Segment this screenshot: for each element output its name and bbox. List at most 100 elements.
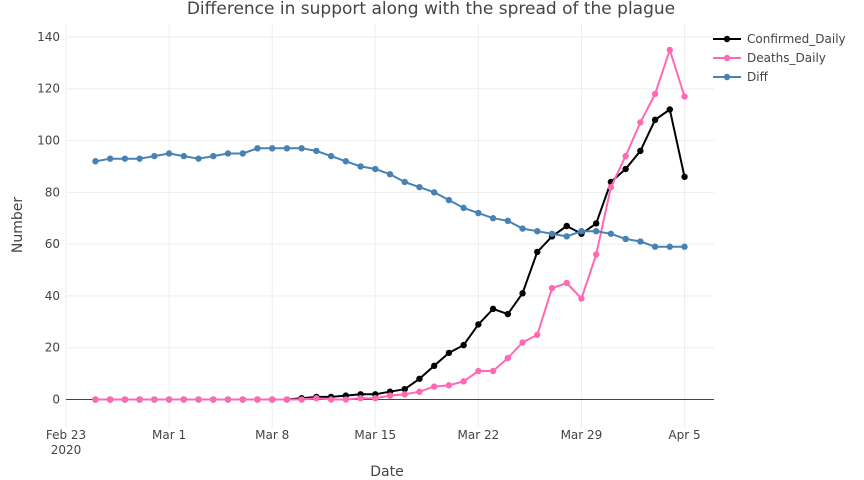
deaths-daily-point <box>254 396 261 403</box>
legend-label: Deaths_Daily <box>747 51 826 65</box>
deaths-daily-point <box>548 284 556 292</box>
legend-swatch-marker <box>723 35 731 43</box>
deaths-daily-point <box>534 331 541 338</box>
deaths-daily-point <box>489 367 497 375</box>
diff-point <box>460 204 467 212</box>
x-tick-label: Mar 1 <box>152 428 186 442</box>
deaths-daily-point <box>92 396 99 403</box>
confirmed-daily-point <box>563 222 570 230</box>
diff-point <box>548 230 556 237</box>
diff-point <box>92 158 99 165</box>
diff-point <box>475 209 482 217</box>
diff-point <box>651 243 659 250</box>
deaths-daily-point <box>121 396 129 403</box>
x-axis-title: Date <box>370 464 403 480</box>
diff-point <box>136 155 143 162</box>
diff-point <box>313 147 320 155</box>
legend-item-confirmed-daily: Confirmed_Daily <box>713 32 846 46</box>
deaths-daily-point <box>681 93 688 100</box>
diff-point <box>592 227 600 235</box>
x-tick-label: Apr 5 <box>668 428 700 442</box>
diff-point <box>298 145 305 152</box>
deaths-daily-point <box>475 367 482 375</box>
diff-point <box>283 145 291 152</box>
deaths-daily-point <box>578 295 585 302</box>
diff-point <box>622 235 629 243</box>
confirmed-daily-point <box>445 349 453 357</box>
diff-point <box>210 152 217 160</box>
deaths-daily-point <box>268 396 276 403</box>
diff-point <box>489 215 497 222</box>
diff-point <box>342 158 350 165</box>
legend-swatch-marker <box>723 54 731 62</box>
deaths-daily-point <box>386 392 394 399</box>
confirmed-daily-point <box>622 165 629 173</box>
legend: Confirmed_Daily Deaths_Daily Diff <box>713 32 846 84</box>
deaths-daily-point <box>106 396 114 403</box>
deaths-daily-point <box>372 395 379 402</box>
y-axis-title: Number <box>10 197 26 253</box>
confirmed-daily-point <box>519 290 526 297</box>
deaths-daily-point <box>357 395 364 402</box>
confirmed-daily-point <box>401 385 408 393</box>
deaths-daily-point <box>563 279 570 287</box>
diff-point <box>357 163 364 170</box>
confirmed-daily-point <box>504 310 512 318</box>
confirmed-daily-point <box>475 321 482 328</box>
deaths-daily-point <box>592 251 600 258</box>
diff-point <box>637 238 644 245</box>
confirmed-daily-point <box>651 116 659 124</box>
confirmed-daily-point <box>430 362 438 370</box>
x-tick-label: Mar 29 <box>561 428 603 442</box>
deaths-daily-point <box>430 383 438 390</box>
diff-point <box>666 243 674 250</box>
deaths-daily-point <box>607 183 615 191</box>
confirmed-daily-point <box>489 305 497 313</box>
diff-point <box>151 152 158 160</box>
diff-point <box>372 165 379 173</box>
deaths-daily-point <box>519 339 526 346</box>
x-tick-label: Mar 15 <box>354 428 396 442</box>
diff-point <box>401 178 408 186</box>
confirmed-daily-point <box>416 375 423 382</box>
x-tick-label: Mar 8 <box>255 428 289 442</box>
x-tick-sublabel: 2020 <box>51 443 82 457</box>
diff-point <box>327 152 335 160</box>
deaths-daily-point <box>210 396 217 403</box>
deaths-daily-point <box>313 395 320 402</box>
confirmed-daily-point <box>681 173 688 180</box>
deaths-daily-point <box>151 396 158 403</box>
diff-point <box>268 145 276 152</box>
diff-point <box>534 227 541 235</box>
deaths-daily-point <box>416 388 423 395</box>
series-layer <box>92 46 688 403</box>
diff-point <box>416 183 423 191</box>
x-tick-label: Feb 23 <box>46 428 86 442</box>
x-tick-label: Mar 22 <box>457 428 499 442</box>
deaths-daily-point <box>651 90 659 98</box>
legend-item-diff: Diff <box>713 70 769 84</box>
deaths-daily-point <box>165 396 173 403</box>
confirmed-daily-point <box>666 106 674 113</box>
diff-point <box>195 155 202 162</box>
y-tick-label: 20 <box>45 341 60 355</box>
legend-label: Confirmed_Daily <box>747 32 846 46</box>
y-tick-label: 0 <box>52 393 60 407</box>
y-tick-label: 120 <box>37 82 60 96</box>
legend-label: Diff <box>747 70 769 84</box>
confirmed-daily-point <box>534 248 541 256</box>
diff-point <box>519 225 526 232</box>
deaths-daily-point <box>504 354 512 362</box>
diff-point <box>578 227 585 235</box>
deaths-daily-point <box>342 396 350 403</box>
confirmed-daily-point <box>460 341 467 349</box>
deaths-daily-point <box>445 382 453 389</box>
legend-swatch-marker <box>723 73 731 81</box>
diff-point <box>224 150 232 157</box>
legend-item-deaths-daily: Deaths_Daily <box>713 51 826 65</box>
deaths-daily-point <box>666 46 674 54</box>
diff-point <box>180 152 188 160</box>
diff-point <box>165 150 173 157</box>
